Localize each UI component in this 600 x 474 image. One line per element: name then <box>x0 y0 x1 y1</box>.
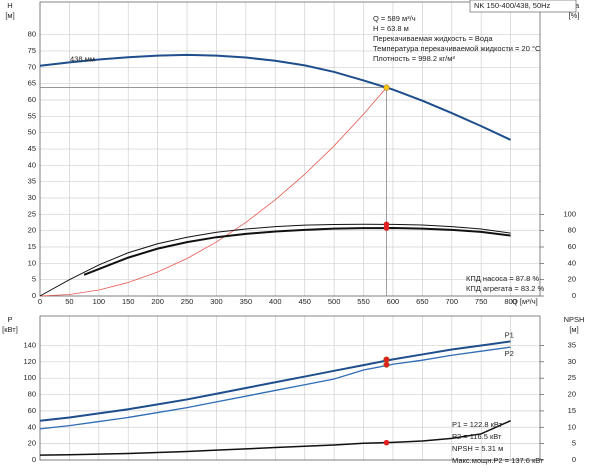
operating-point <box>383 361 390 368</box>
y2-tick-label: 0 <box>572 455 576 464</box>
y2-tick-label: 15 <box>568 406 576 415</box>
y-tick-label: 80 <box>28 390 36 399</box>
power-line: NPSH = 5.31 м <box>452 444 503 453</box>
y-tick-label: 0 <box>32 291 36 300</box>
x-tick-label: 400 <box>269 297 282 306</box>
operating-point <box>383 225 390 231</box>
x-tick-label: 550 <box>357 297 370 306</box>
x-tick-label: 800 <box>504 297 517 306</box>
y-tick-label: 40 <box>28 422 36 431</box>
x-tick-label: 650 <box>416 297 429 306</box>
efficiency-line: КПД насоса = 87.8 % <box>466 274 539 283</box>
series-line <box>39 53 512 141</box>
y-tick-label: 25 <box>28 209 36 218</box>
y2-tick-label: 20 <box>568 275 576 284</box>
series-label: P2 <box>505 349 514 358</box>
y2-tick-label: 20 <box>568 390 576 399</box>
info-line: Температура перекачиваемой жидкости = 20… <box>373 44 541 53</box>
power-line: P2 = 116.5 кВт <box>452 432 502 441</box>
y-tick-label: 65 <box>28 79 36 88</box>
x-tick-label: 700 <box>446 297 459 306</box>
y-tick-label: 70 <box>28 62 36 71</box>
x-tick-label: 300 <box>210 297 223 306</box>
info-line: H = 63.8 м <box>373 24 409 33</box>
y2-tick-label: 60 <box>568 242 576 251</box>
operating-point <box>383 84 390 91</box>
series-label: P1 <box>505 330 514 339</box>
x-tick-label: 150 <box>122 297 135 306</box>
series-line <box>39 340 511 422</box>
power-line: P1 = 122.8 кВт <box>452 420 503 429</box>
y2-tick-label: 5 <box>572 439 576 448</box>
series-label: 438 мм <box>70 55 95 64</box>
y-tick-label: 15 <box>28 242 36 251</box>
y2-tick-label: 35 <box>568 340 576 349</box>
y-tick-label: 80 <box>28 30 36 39</box>
operating-point <box>383 356 390 363</box>
x-tick-label: 600 <box>387 297 400 306</box>
x-tick-label: 750 <box>475 297 488 306</box>
y-axis-unit: [м] <box>5 11 14 20</box>
y-tick-label: 10 <box>28 258 36 267</box>
y2-axis-label: NPSH <box>564 315 585 324</box>
info-line: Q = 589 м³/ч <box>373 14 416 23</box>
x-tick-label: 450 <box>298 297 311 306</box>
y-tick-label: 75 <box>28 46 36 55</box>
x-tick-label: 200 <box>151 297 164 306</box>
y-tick-label: 50 <box>28 128 36 137</box>
series-line <box>39 223 511 297</box>
y2-tick-label: 0 <box>572 291 576 300</box>
y2-tick-label: 30 <box>568 357 576 366</box>
x-tick-label: 100 <box>93 297 106 306</box>
efficiency-line: КПД агрегата = 83.2 % <box>466 284 544 293</box>
series-line <box>39 346 511 430</box>
x-tick-label: 350 <box>240 297 253 306</box>
info-line: Плотность = 998.2 кг/м³ <box>373 54 455 63</box>
y-tick-label: 40 <box>28 160 36 169</box>
y-tick-label: 5 <box>32 275 36 284</box>
y-tick-label: 0 <box>32 455 36 464</box>
y-tick-label: 45 <box>28 144 36 153</box>
x-tick-label: 500 <box>328 297 341 306</box>
x-tick-label: 0 <box>38 297 42 306</box>
plot-frame <box>39 315 541 461</box>
y-axis-unit: [кВт] <box>2 325 18 334</box>
plot-frame <box>39 1 541 297</box>
y-tick-label: 30 <box>28 193 36 202</box>
y2-tick-label: 10 <box>568 422 576 431</box>
y-tick-label: 20 <box>28 226 36 235</box>
x-tick-label: 250 <box>181 297 194 306</box>
series-line <box>83 227 511 276</box>
y-tick-label: 55 <box>28 111 36 120</box>
x-axis-label: Q [м³/ч] <box>512 297 538 306</box>
power-line: Макс.мощн.P2 = 137.6 кВт <box>452 456 544 465</box>
y2-tick-label: 25 <box>568 373 576 382</box>
model-label: NK 150-400/438, 50Hz <box>474 1 551 10</box>
y2-axis-unit: [%] <box>569 11 580 20</box>
x-tick-label: 50 <box>65 297 73 306</box>
series-line <box>39 87 387 297</box>
y2-tick-label: 100 <box>563 209 576 218</box>
y-tick-label: 60 <box>28 406 36 415</box>
y2-tick-label: 40 <box>568 258 576 267</box>
y-axis-label: P <box>7 315 12 324</box>
y-tick-label: 60 <box>28 95 36 104</box>
model-box <box>469 0 577 13</box>
y-axis-label: H <box>7 1 12 10</box>
y-tick-label: 35 <box>28 177 36 186</box>
y2-tick-label: 80 <box>568 226 576 235</box>
y-tick-label: 100 <box>23 373 36 382</box>
operating-point <box>383 439 390 446</box>
y2-axis-unit: [м] <box>569 325 578 334</box>
y-tick-label: 20 <box>28 439 36 448</box>
y-tick-label: 120 <box>23 357 36 366</box>
series-line <box>39 420 511 456</box>
y-tick-label: 140 <box>23 340 36 349</box>
info-line: Перекачиваемая жидкость = Вода <box>373 34 493 43</box>
